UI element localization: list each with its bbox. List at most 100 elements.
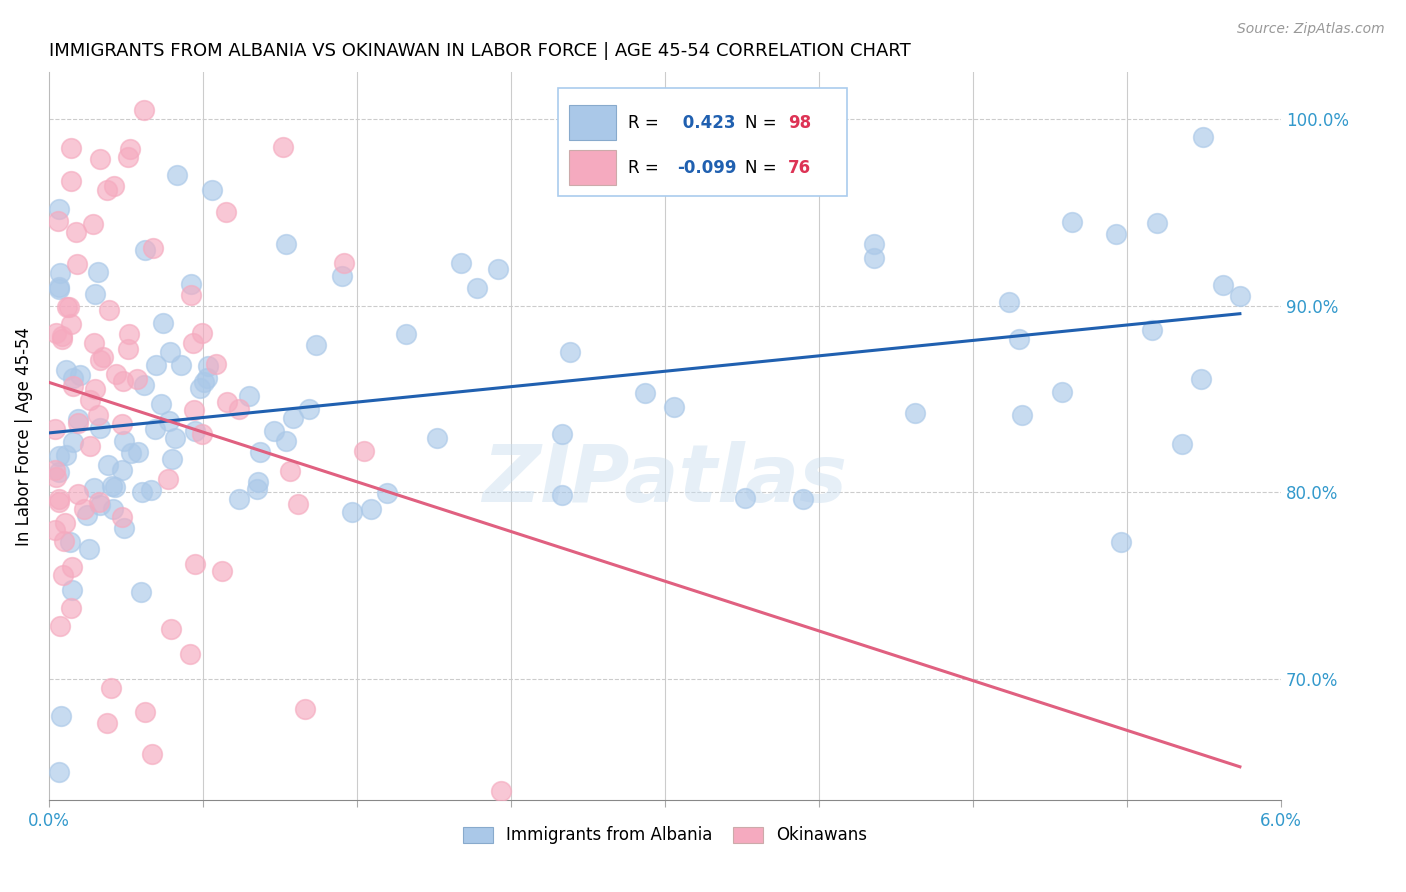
Y-axis label: In Labor Force | Age 45-54: In Labor Force | Age 45-54 [15,326,32,546]
Point [1192,129,1215,144]
Point [139,483,162,497]
Point [1062,214,1084,228]
Point [179,647,201,661]
Point [394,327,416,342]
Point [215,394,238,409]
Point [96,716,118,731]
Point [340,505,363,519]
Point [87,408,110,422]
Point [49,619,72,633]
Point [1011,409,1033,423]
Point [66,416,89,430]
Point [145,358,167,372]
Point [332,269,354,284]
Point [44,463,66,477]
Point [48,279,70,293]
Point [51,329,73,343]
Point [59,174,82,188]
FancyBboxPatch shape [569,105,616,140]
Point [228,492,250,507]
Point [52,567,75,582]
Point [305,338,328,352]
Point [127,445,149,459]
Point [45,326,67,341]
Point [86,265,108,279]
Point [183,403,205,417]
Point [191,426,214,441]
Text: IMMIGRANTS FROM ALBANIA VS OKINAWAN IN LABOR FORCE | AGE 45-54 CORRELATION CHART: IMMIGRANTS FROM ALBANIA VS OKINAWAN IN L… [49,42,911,60]
Point [143,421,166,435]
Text: R =: R = [628,160,664,178]
Point [166,169,188,183]
Point [112,521,135,535]
Point [97,458,120,472]
Point [89,498,111,512]
Point [634,386,657,401]
FancyBboxPatch shape [569,150,616,186]
Point [120,445,142,459]
Text: 0.423: 0.423 [678,113,735,132]
Point [62,434,84,449]
Point [103,179,125,194]
Text: Source: ZipAtlas.com: Source: ZipAtlas.com [1237,22,1385,37]
Point [87,495,110,509]
Point [48,202,70,217]
Point [450,256,472,270]
Point [97,303,120,318]
Point [118,327,141,342]
Point [44,523,66,537]
Point [271,140,294,154]
Point [287,497,309,511]
Point [89,352,111,367]
Point [197,359,219,373]
Point [83,481,105,495]
Point [142,241,165,255]
Point [73,502,96,516]
Point [152,317,174,331]
Point [60,600,83,615]
Point [274,434,297,449]
Text: 76: 76 [789,160,811,178]
Point [263,424,285,438]
Point [79,439,101,453]
Point [1008,332,1031,346]
Point [197,370,219,384]
Point [274,237,297,252]
Point [44,421,66,435]
Point [111,509,134,524]
Point [1105,227,1128,241]
Point [48,282,70,296]
Point [159,344,181,359]
Point [228,402,250,417]
Point [53,516,76,531]
Point [56,300,79,314]
Point [193,376,215,390]
Point [157,472,180,486]
Point [49,709,72,723]
Point [375,485,398,500]
Point [862,237,884,252]
Point [104,368,127,382]
Point [66,256,89,270]
Point [62,379,84,393]
Text: R =: R = [628,113,664,132]
Point [1142,323,1164,337]
Point [82,217,104,231]
Point [170,359,193,373]
Point [863,251,886,265]
Point [96,183,118,197]
Point [1189,372,1212,386]
Point [48,449,70,463]
Point [48,495,70,509]
Text: ZIPatlas: ZIPatlas [482,441,848,519]
Point [188,381,211,395]
Point [117,342,139,356]
Point [134,705,156,719]
Point [904,406,927,420]
Point [211,565,233,579]
Point [162,451,184,466]
Point [160,622,183,636]
Point [104,480,127,494]
Point [103,502,125,516]
Point [360,501,382,516]
